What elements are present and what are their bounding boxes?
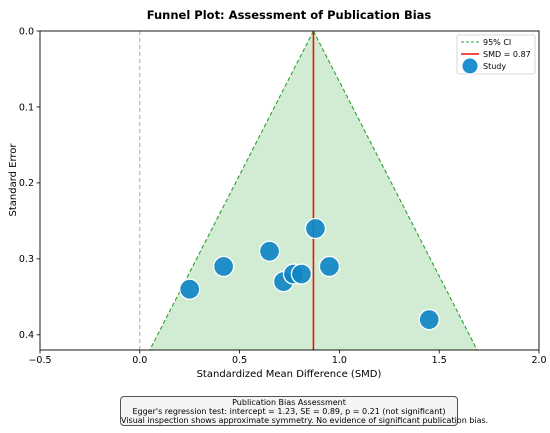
study-point-9 bbox=[418, 308, 440, 331]
publication-bias-note: Publication Bias Assessment Egger's regr… bbox=[120, 396, 489, 426]
ci-left-boundary bbox=[149, 31, 314, 350]
study-point-8 bbox=[318, 255, 341, 278]
legend-marker-study bbox=[461, 57, 479, 75]
x-tick-label-1: 0.0 bbox=[132, 355, 147, 366]
x-axis-label: Standardized Mean Difference (SMD) bbox=[197, 369, 382, 380]
study-point-7 bbox=[304, 217, 327, 240]
y-tick-label-4: 0.4 bbox=[19, 330, 34, 341]
plot-clip-group bbox=[139, 31, 478, 350]
chart-title: Funnel Plot: Assessment of Publication B… bbox=[147, 8, 432, 22]
note-title: Publication Bias Assessment bbox=[232, 398, 346, 407]
study-point-2 bbox=[212, 255, 235, 278]
study-point-1 bbox=[179, 278, 201, 300]
legend: 95% CI SMD = 0.87 Study bbox=[456, 34, 536, 75]
x-tick-label-4: 1.5 bbox=[432, 355, 447, 366]
y-tick-label-3: 0.3 bbox=[19, 254, 34, 265]
legend-label-0: 95% CI bbox=[483, 38, 511, 47]
y-tick-label-2: 0.2 bbox=[19, 178, 34, 189]
x-tick-label-3: 1.0 bbox=[332, 355, 347, 366]
x-tick-label-5: 2.0 bbox=[531, 355, 546, 366]
y-tick-label-1: 0.1 bbox=[19, 102, 34, 113]
ci-right-boundary bbox=[312, 31, 478, 350]
legend-label-1: SMD = 0.87 bbox=[483, 50, 531, 59]
axes-frame bbox=[39, 30, 540, 351]
x-tick-label-2: 0.5 bbox=[232, 355, 247, 366]
x-tick-label-0: −0.5 bbox=[28, 355, 51, 366]
y-axis-label: Standard Error bbox=[8, 143, 19, 217]
study-point-3 bbox=[258, 240, 281, 262]
study-point-6 bbox=[290, 263, 313, 285]
note-egger-test: Egger's regression test: intercept = 1.2… bbox=[132, 407, 446, 416]
legend-label-2: Study bbox=[483, 62, 506, 71]
y-tick-label-0: 0.0 bbox=[19, 26, 34, 37]
plot-area: −0.5 0.0 0.5 1.0 1.5 2.0 0.0 0.1 0.2 0.3 0.4 bbox=[19, 26, 547, 366]
note-symmetry: Visual inspection shows approximate symm… bbox=[121, 416, 489, 425]
